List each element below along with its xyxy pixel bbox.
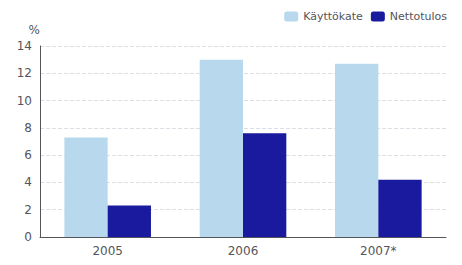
svg-text:0: 0 [24,230,32,244]
svg-text:10: 10 [17,94,32,108]
svg-text:4: 4 [24,175,32,189]
svg-text:%: % [29,23,40,37]
svg-text:Nettotulos: Nettotulos [390,10,447,23]
svg-text:2006: 2006 [228,244,259,258]
svg-text:8: 8 [24,121,32,135]
svg-text:2005: 2005 [92,244,123,258]
svg-text:2007*: 2007* [360,244,397,258]
svg-text:Käyttökate: Käyttökate [303,10,363,23]
svg-text:2: 2 [24,203,32,217]
svg-text:6: 6 [24,148,32,162]
svg-text:14: 14 [17,39,32,53]
svg-text:12: 12 [17,66,32,80]
